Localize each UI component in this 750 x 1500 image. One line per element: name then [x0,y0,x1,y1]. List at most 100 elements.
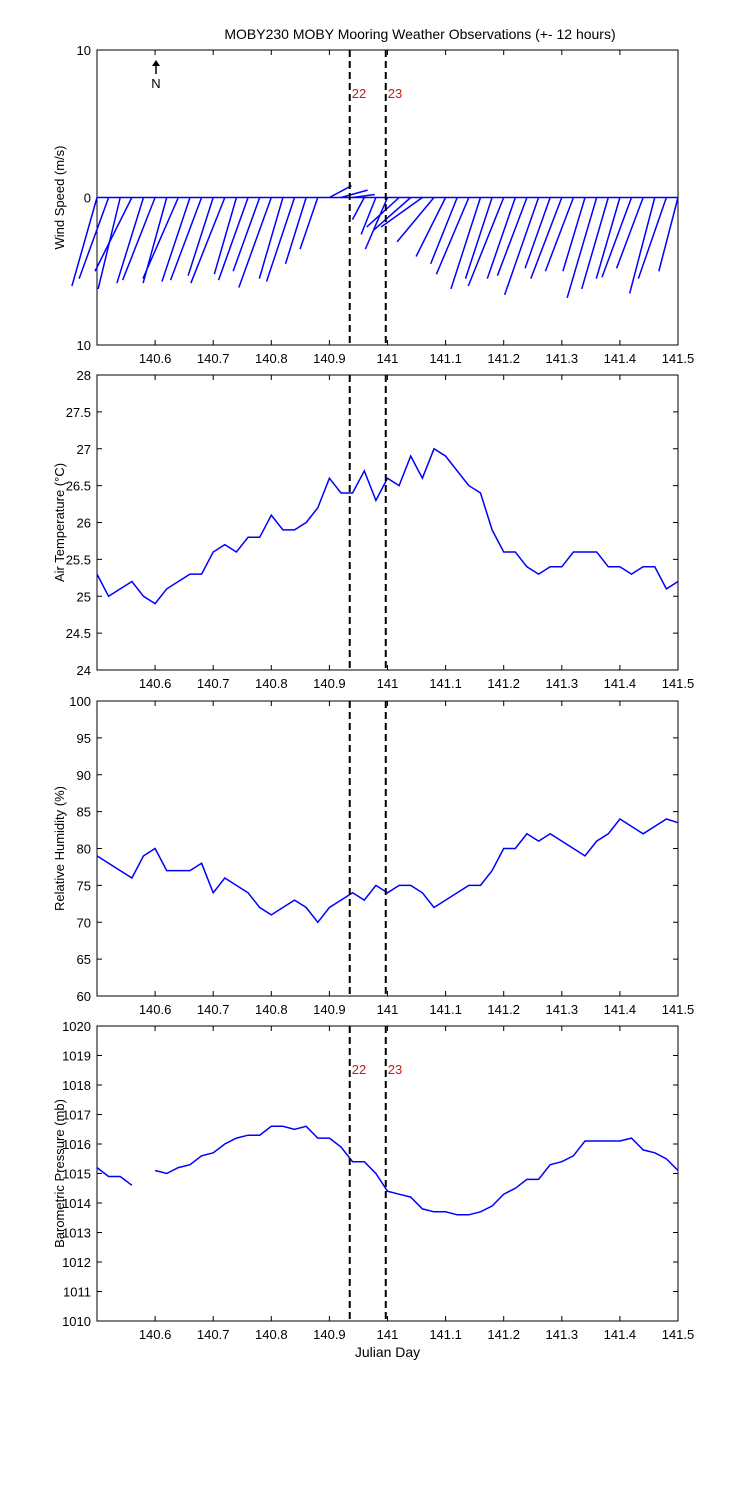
y-tick-label: 70 [77,915,91,930]
y-tick-label: 24.5 [66,626,91,641]
y-tick-label: 1019 [62,1049,91,1064]
x-tick-label: 141.4 [604,676,637,691]
wind-stick [615,197,644,269]
y-tick-label: 1013 [62,1226,91,1241]
wind-stick [380,196,423,228]
x-tick-label: 141.2 [487,351,520,366]
wind-stick [544,197,575,272]
x-tick-label: 140.9 [313,676,346,691]
annotation: 22 [352,86,366,101]
wind-stick [121,197,156,281]
y-tick-label: 1012 [62,1255,91,1270]
x-tick-label: 140.7 [197,1327,230,1342]
wind-stick [351,197,365,220]
y-tick-label: 27.5 [66,405,91,420]
wind-stick [329,185,352,199]
x-tick-label: 141.4 [604,1327,637,1342]
wind-stick [217,197,249,281]
wind-stick [496,197,528,276]
wind-stick [450,197,482,290]
wind-stick [238,197,273,288]
annotation: 23 [388,1062,402,1077]
x-tick-label: 140.6 [139,1327,172,1342]
wind-stick [566,197,598,299]
x-tick-label: 140.9 [313,1002,346,1017]
y-tick-label: 1011 [63,1285,91,1300]
x-tick-label: 141.1 [429,1002,462,1017]
wind-stick [71,197,98,287]
wind-stick [637,197,668,279]
wind-stick [352,193,375,199]
wind-stick [94,197,133,272]
x-tick-label: 140.8 [255,351,288,366]
wind-stick [360,197,377,235]
y-tick-label: 24 [77,663,91,678]
y-tick-label: 1017 [62,1108,91,1123]
y-tick-label: 90 [77,768,91,783]
y-axis-label: Barometric Pressure (mb) [52,1099,67,1248]
wind-stick [562,197,586,272]
x-tick-label: 141.1 [429,1327,462,1342]
y-tick-label: 27 [77,442,91,457]
y-tick-label: 95 [77,731,91,746]
x-tick-label: 140.7 [197,676,230,691]
y-axis-label: Air Temperature (°C) [52,463,67,582]
data-line [96,818,679,924]
wind-stick [190,197,226,284]
wind-stick [581,197,610,290]
x-tick-label: 140.7 [197,351,230,366]
wind-stick [364,197,389,250]
x-tick-label: 140.8 [255,676,288,691]
x-tick-label: 141.3 [546,351,579,366]
north-arrow-head [152,60,160,66]
x-tick-label: 140.6 [139,351,172,366]
wind-stick [265,197,296,282]
x-tick-label: 141 [377,676,399,691]
y-tick-label: 1018 [62,1078,91,1093]
north-label: N [151,76,160,91]
x-tick-label: 140.8 [255,1002,288,1017]
wind-stick [373,196,412,231]
y-tick-label: 60 [77,989,91,1004]
wind-stick [530,197,563,279]
wind-stick [467,197,505,287]
wind-stick [396,197,435,243]
y-tick-label: 0 [84,191,91,206]
x-tick-label: 141.1 [429,676,462,691]
y-tick-label: 28 [77,368,91,383]
x-tick-label: 141.2 [487,1002,520,1017]
wind-stick [435,197,470,275]
data-line [96,447,679,605]
wind-stick [232,197,261,272]
y-tick-label: 25 [77,589,91,604]
wind-stick [284,197,307,265]
x-tick-label: 141 [377,1002,399,1017]
wind-stick [595,197,621,279]
wind-stick [486,197,517,279]
x-tick-label: 141.5 [662,351,695,366]
wind-stick [213,197,238,275]
axes-box [96,1025,679,1322]
wind-stick [628,197,656,294]
wind-stick [429,197,458,265]
y-tick-label: 10 [77,43,91,58]
wind-stick [524,197,551,269]
y-tick-label: 26.5 [66,479,91,494]
y-tick-label: 1010 [62,1314,91,1329]
wind-stick [503,197,540,296]
wind-stick [187,197,214,276]
y-tick-label: 25.5 [66,552,91,567]
x-tick-label: 141.5 [662,676,695,691]
y-axis-label: Relative Humidity (%) [52,786,67,911]
y-tick-label: 26 [77,516,91,531]
x-tick-label: 141.2 [487,676,520,691]
wind-stick [299,197,319,250]
axes-box [96,700,679,997]
wind-stick [161,197,191,282]
wind-stick [601,197,633,278]
x-tick-label: 141.3 [546,676,579,691]
x-tick-label: 140.6 [139,676,172,691]
wind-stick [464,197,493,279]
x-axis-label: Julian Day [355,1344,420,1360]
x-tick-label: 141.2 [487,1327,520,1342]
